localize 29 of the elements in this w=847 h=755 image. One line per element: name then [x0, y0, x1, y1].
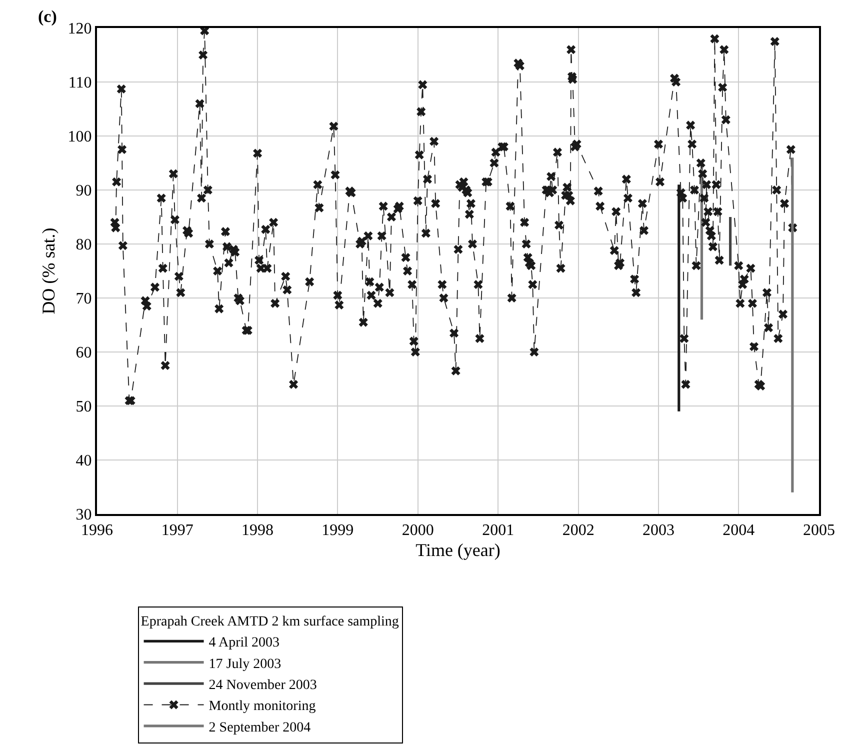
- y-tick-label: 100: [68, 128, 92, 146]
- x-tick-label: 2001: [482, 522, 514, 540]
- y-tick-label: 120: [68, 20, 92, 38]
- x-tick-label: 2004: [722, 522, 755, 540]
- x-axis-title: Time (year): [416, 540, 500, 560]
- x-tick-label: 1999: [322, 522, 354, 540]
- y-tick-label: 40: [76, 452, 92, 470]
- legend-label: 17 July 2003: [208, 656, 282, 672]
- y-tick-label: 60: [76, 344, 92, 362]
- x-tick-label: 1998: [242, 522, 274, 540]
- legend-label: Montly monitoring: [208, 699, 316, 714]
- text: (c): [38, 7, 57, 26]
- legend-title: Eprapah Creek AMTD 2 km surface sampling: [140, 614, 399, 630]
- y-tick-label: 50: [76, 398, 92, 416]
- legend-label: 4 April 2003: [208, 636, 280, 651]
- x-tick-label: 2000: [402, 522, 434, 540]
- x-tick-label: 2005: [803, 522, 835, 540]
- x-tick-label: 1997: [161, 522, 194, 540]
- legend-label: 2 September 2004: [208, 720, 311, 736]
- legend-label: 24 November 2003: [208, 678, 317, 693]
- y-axis-title: DO (% sat.): [38, 228, 58, 314]
- y-tick-label: 30: [76, 506, 92, 524]
- y-tick-label: 70: [76, 290, 92, 308]
- y-tick-label: 110: [68, 74, 92, 92]
- x-tick-label: 1996: [81, 522, 113, 540]
- x-tick-label: 2003: [642, 522, 674, 540]
- y-tick-label: 90: [76, 182, 92, 200]
- x-tick-label: 2002: [562, 522, 594, 540]
- y-tick-label: 80: [76, 236, 92, 254]
